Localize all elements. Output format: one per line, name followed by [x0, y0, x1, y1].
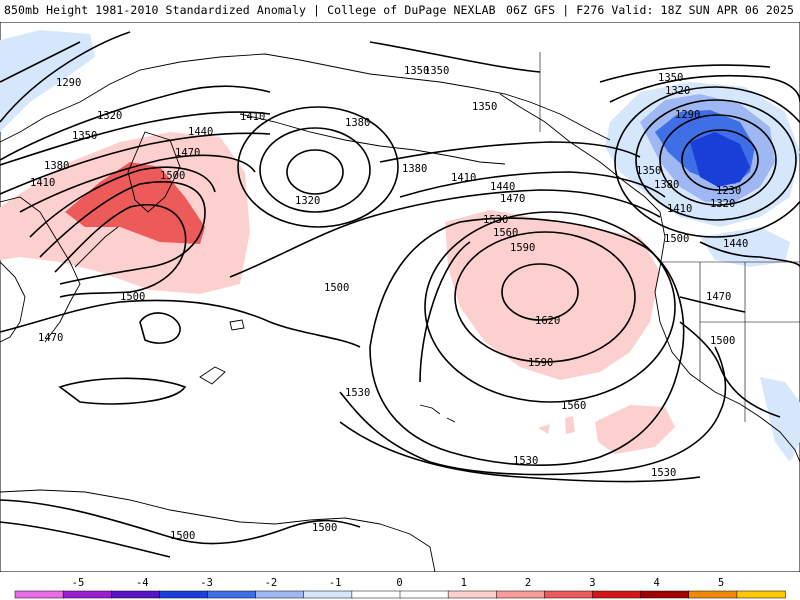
contour-label: 1560 [493, 227, 518, 239]
contour-label: 1590 [528, 357, 553, 369]
contour-label: 1290 [675, 109, 700, 121]
contour-label: 1410 [240, 111, 265, 123]
colorbar-tick-label: 5 [718, 577, 724, 589]
contour-label: 1590 [510, 242, 535, 254]
coastlines [0, 52, 800, 572]
colorbar-swatch [736, 590, 786, 599]
contour-label: 1410 [451, 172, 476, 184]
colorbar-swatch [14, 590, 64, 599]
contour-label: 1290 [56, 77, 81, 89]
contour-label: 1470 [706, 291, 731, 303]
height-anomaly-map: 1290 1320 1350 1380 1410 1440 1470 1500 … [0, 22, 800, 572]
contour-label: 1380 [654, 179, 679, 191]
contour-label: 1380 [402, 163, 427, 175]
contour-label: 1620 [535, 315, 560, 327]
contour-label: 1530 [651, 467, 676, 479]
contour-label: 1320 [710, 198, 735, 210]
colorbar-swatch [640, 590, 690, 599]
contour-label: 1440 [490, 181, 515, 193]
colorbar-swatch [592, 590, 642, 599]
colorbar-swatches [14, 590, 786, 599]
colorbar-tick-label: -1 [329, 577, 342, 589]
contour-label: 1470 [38, 332, 63, 344]
colorbar-swatch [399, 590, 449, 599]
contour-label: 1410 [667, 203, 692, 215]
contour-label: 1530 [345, 387, 370, 399]
colorbar-tick-label: -5 [72, 577, 85, 589]
contour-label: 1350 [424, 65, 449, 77]
colorbar-swatch [544, 590, 594, 599]
contour-label: 1380 [44, 160, 69, 172]
colorbar-tick-label: 1 [461, 577, 467, 589]
contour-label: 1440 [723, 238, 748, 250]
colorbar-swatch [255, 590, 305, 599]
colorbar-swatch [62, 590, 113, 599]
product-title: 850mb Height 1981-2010 Standardized Anom… [4, 3, 496, 17]
contour-label: 1500 [710, 335, 735, 347]
contour-label: 1380 [345, 117, 370, 129]
contour-label: 1500 [664, 233, 689, 245]
contour-label: 1320 [97, 110, 122, 122]
contour-label: 1320 [665, 85, 690, 97]
contour-label: 1470 [175, 147, 200, 159]
contour-label: 1500 [170, 530, 195, 542]
anomaly-colorbar: -5 -4 -3 -2 -1 0 1 2 3 4 5 [14, 577, 786, 599]
run-valid-time: 06Z GFS | F276 Valid: 18Z SUN APR 06 202… [506, 3, 794, 17]
contour-label: 1530 [513, 455, 538, 467]
contour-label: 1500 [160, 170, 185, 182]
contour-label: 1500 [324, 282, 349, 294]
contour-label: 1350 [472, 101, 497, 113]
colorbar-swatch [351, 590, 401, 599]
colorbar-tick-labels: -5 -4 -3 -2 -1 0 1 2 3 4 5 [72, 577, 724, 589]
contour-label: 1500 [312, 522, 337, 534]
height-contours [0, 31, 800, 558]
contour-label: 1530 [483, 214, 508, 226]
colorbar-swatch [447, 590, 498, 599]
colorbar-tick-label: 0 [396, 577, 402, 589]
contour-label: 1440 [188, 126, 213, 138]
contour-label: 1350 [72, 130, 97, 142]
contour-label: 1500 [120, 291, 145, 303]
contour-label: 1350 [658, 72, 683, 84]
colorbar-swatch [207, 590, 257, 599]
colorbar-swatch [496, 590, 546, 599]
colorbar-tick-label: -4 [136, 577, 149, 589]
colorbar-swatch [111, 590, 161, 599]
contour-label: 1350 [636, 165, 661, 177]
colorbar-tick-label: 3 [589, 577, 595, 589]
contour-label: 1470 [500, 193, 525, 205]
colorbar-tick-label: 4 [654, 577, 660, 589]
contour-label: 1320 [295, 195, 320, 207]
contour-label: 1350 [404, 65, 429, 77]
colorbar-swatch [159, 590, 209, 599]
contour-labels: 1290 1320 1350 1380 1410 1440 1470 1500 … [30, 65, 748, 542]
colorbar-tick-label: -2 [265, 577, 278, 589]
contour-label: 1410 [30, 177, 55, 189]
colorbar-tick-label: -3 [200, 577, 213, 589]
colorbar-tick-label: 2 [525, 577, 531, 589]
colorbar-swatch [303, 590, 353, 599]
colorbar-swatch [688, 590, 738, 599]
contour-label: 1230 [716, 185, 741, 197]
contour-label: 1560 [561, 400, 586, 412]
